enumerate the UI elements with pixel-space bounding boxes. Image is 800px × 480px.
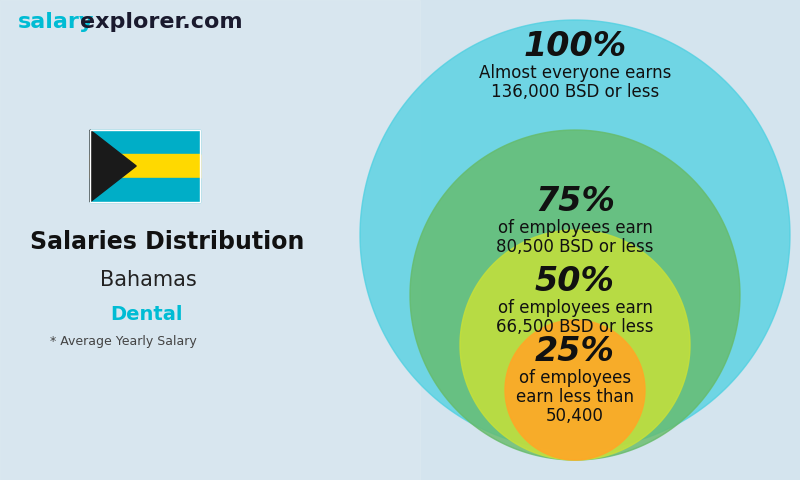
- Text: * Average Yearly Salary: * Average Yearly Salary: [50, 335, 197, 348]
- Text: of employees earn: of employees earn: [498, 299, 653, 317]
- Text: 136,000 BSD or less: 136,000 BSD or less: [491, 83, 659, 101]
- Bar: [90, 154, 200, 178]
- Bar: [0, 0, 420, 480]
- Text: 80,500 BSD or less: 80,500 BSD or less: [496, 238, 654, 256]
- Text: 66,500 BSD or less: 66,500 BSD or less: [496, 318, 654, 336]
- Text: Dental: Dental: [110, 305, 182, 324]
- Text: of employees earn: of employees earn: [498, 218, 653, 237]
- Bar: [90, 178, 200, 202]
- Polygon shape: [360, 20, 790, 450]
- Text: 50,400: 50,400: [546, 407, 604, 425]
- Polygon shape: [505, 320, 645, 460]
- Text: 100%: 100%: [523, 30, 626, 63]
- Polygon shape: [90, 130, 136, 202]
- Polygon shape: [460, 230, 690, 460]
- Text: Salaries Distribution: Salaries Distribution: [30, 230, 304, 254]
- Text: explorer.com: explorer.com: [80, 12, 242, 32]
- Bar: [90, 130, 200, 202]
- Text: earn less than: earn less than: [516, 388, 634, 406]
- Text: 75%: 75%: [535, 185, 615, 218]
- Text: salary: salary: [18, 12, 94, 32]
- Text: 50%: 50%: [535, 265, 615, 298]
- Text: 25%: 25%: [535, 335, 615, 368]
- Text: of employees: of employees: [519, 369, 631, 386]
- Bar: [90, 130, 200, 154]
- Text: Almost everyone earns: Almost everyone earns: [479, 64, 671, 82]
- Text: Bahamas: Bahamas: [100, 270, 197, 290]
- Polygon shape: [410, 130, 740, 460]
